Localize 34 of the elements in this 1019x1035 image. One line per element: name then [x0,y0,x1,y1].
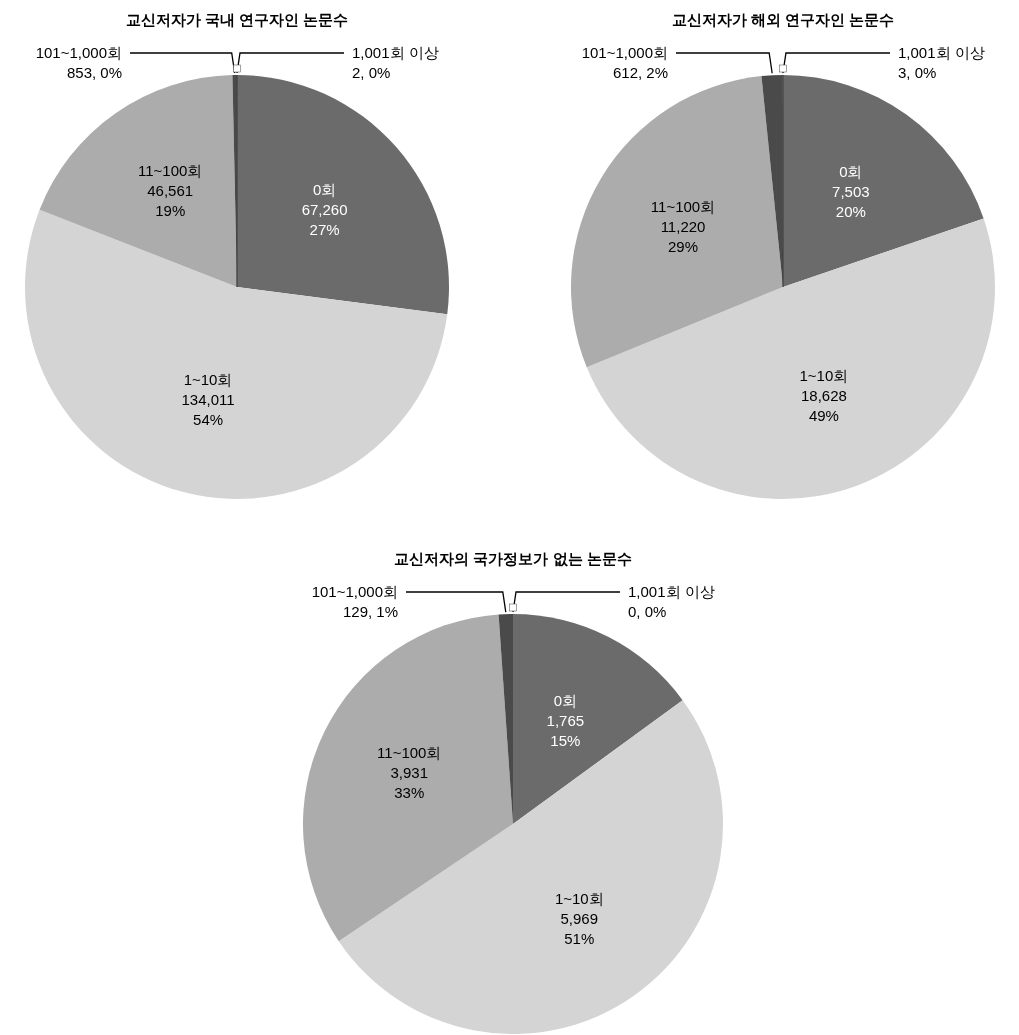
slice-label: 101~1,000회 [311,583,398,600]
slice-label: 0회 [553,692,577,710]
chart-title: 교신저자가 해외 연구자인 논문수 [671,11,895,28]
data-label: 11,220 29% [660,217,706,255]
category-label: 1,001회 이상 [628,583,715,600]
data-label: 612, 2% [612,64,668,81]
slice-label: 101~1,000회 [35,44,122,61]
data-label: 18,628 49% [800,387,847,425]
slice-label: 1~10회 [799,367,849,385]
data-label: 134,011 54% [181,390,235,428]
data-label: 129, 1% [342,603,398,620]
data-label: 5,969 51% [560,909,599,947]
chart-title: 교신저자의 국가정보가 없는 논문수 [394,550,632,567]
data-label: 3, 0% [898,64,937,81]
chart-title: 교신저자가 국내 연구자인 논문수 [125,11,349,28]
data-label: 1,765 15% [546,712,585,750]
data-label: 46,561 19% [147,182,194,220]
slice-label: 1,001회 이상 [898,44,985,61]
slice-label: 11~100회 [138,162,203,180]
slice-label: 0회 [312,181,337,199]
slice-label: 1~10회 [554,889,604,907]
slice-label: 11~100회 [377,744,442,762]
data-label: 3,931 33% [390,764,429,802]
data-label: 2, 0% [352,64,391,81]
slice-label: 1,001회 이상 [352,44,439,61]
slice-label: 0회 [839,163,863,181]
slice-label: 11~100회 [650,197,716,215]
data-label: 67,260 27% [301,201,348,239]
slice-label: 101~1,000회 [581,44,668,61]
pie-slice [586,218,995,499]
text: 0, 0% [628,603,667,620]
slice-label: 1~10회 [183,370,233,388]
data-label: 853, 0% [66,64,122,81]
data-label: 7,503 20% [832,183,870,221]
